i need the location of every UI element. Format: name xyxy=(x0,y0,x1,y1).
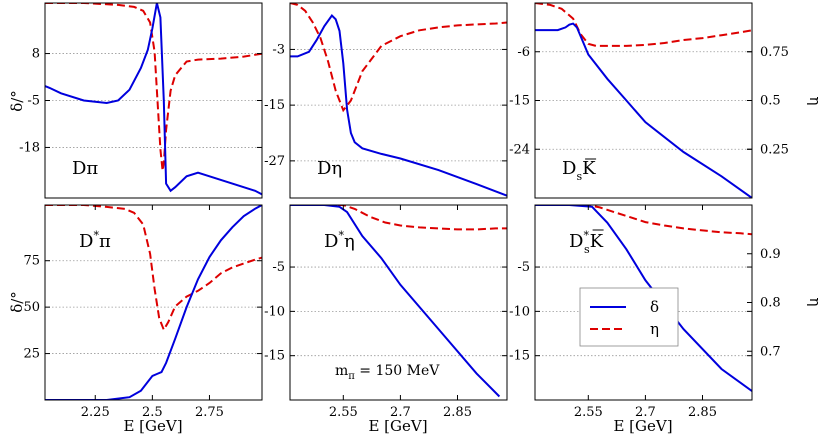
delta-curve xyxy=(535,205,752,392)
y-axis-label-right-top: η xyxy=(806,97,824,106)
eta-curve xyxy=(290,3,507,113)
ytick-left-label: -15 xyxy=(509,94,530,109)
annotation-m: m xyxy=(335,363,348,379)
ytick-left-label: -15 xyxy=(264,349,285,364)
ytick-left-label: -5 xyxy=(27,94,40,109)
ytick-left-label: -10 xyxy=(509,304,530,319)
xtick-label: 2.25 xyxy=(81,405,110,420)
ytick-left-label: -24 xyxy=(509,142,530,157)
panel-label-sub: s xyxy=(584,243,590,256)
delta-curve xyxy=(45,205,262,400)
ytick-left-label: 75 xyxy=(23,254,40,269)
eta-curve xyxy=(290,205,507,231)
mass-annotation: mπ = 150 MeV xyxy=(335,363,440,382)
panel-label-main: D xyxy=(569,231,583,252)
ytick-right-label: 0.5 xyxy=(760,94,781,109)
legend-eta-label: η xyxy=(650,320,659,338)
xtick-label: 2.7 xyxy=(635,405,656,420)
panel-frame xyxy=(289,204,508,401)
panel-label: Dπ xyxy=(72,158,98,179)
legend-box xyxy=(579,287,679,347)
xtick-label: 2.85 xyxy=(688,405,717,420)
delta-curve xyxy=(290,205,501,398)
ytick-left-label: 50 xyxy=(23,300,40,315)
panel-label-tail: π xyxy=(99,231,111,252)
x-axis-label: E [GeV] xyxy=(123,417,182,435)
panel-label-sup: * xyxy=(583,229,589,242)
ytick-left-label: 8 xyxy=(32,47,40,62)
eta-curve xyxy=(45,3,262,171)
x-axis-label: E [GeV] xyxy=(613,417,672,435)
panel-label-sub: s xyxy=(576,170,582,183)
x-axis-label: E [GeV] xyxy=(368,417,427,435)
ytick-right-label: 0.8 xyxy=(760,296,781,311)
ytick-left-label: 25 xyxy=(23,347,40,362)
ytick-right-label: 0.25 xyxy=(760,142,789,157)
xtick-label: 2.55 xyxy=(574,405,603,420)
ytick-right-label: 0.9 xyxy=(760,247,781,262)
y-axis-label-bottom: δ/° xyxy=(8,291,26,313)
ytick-right-label: 0.75 xyxy=(760,45,789,60)
panel-label: D*π xyxy=(79,229,111,252)
annotation-rest: = 150 MeV xyxy=(355,363,440,379)
ytick-right-label: 0.7 xyxy=(760,344,781,359)
panel-label: DsK xyxy=(562,158,596,183)
y-axis-label-top: δ/° xyxy=(8,90,26,112)
eta-curve xyxy=(535,3,752,47)
xtick-label: 2.75 xyxy=(195,405,224,420)
annotation-sub: π xyxy=(348,371,355,382)
ytick-left-label: -10 xyxy=(264,304,285,319)
panel-frame xyxy=(44,204,263,401)
delta-curve xyxy=(535,22,752,198)
panel-label-tail: η xyxy=(344,231,355,252)
panel-label-sup: * xyxy=(338,229,344,242)
ytick-left-label: -15 xyxy=(264,98,285,113)
ytick-left-label: -5 xyxy=(517,260,530,275)
panel-D-pi: 8 -5 -18 Dπ xyxy=(19,2,263,199)
delta-curve xyxy=(45,3,262,196)
panel-label: Dη xyxy=(317,158,342,179)
panel-label: D*η xyxy=(324,229,355,252)
ytick-left-label: -6 xyxy=(517,45,530,60)
panel-label-tail: K xyxy=(582,158,596,179)
ytick-left-label: -27 xyxy=(264,154,285,169)
panel-Dstar-eta: -5 -10 -15 2.55 2.7 2.85 D*η xyxy=(264,204,508,420)
panel-label: D* sK xyxy=(569,229,604,256)
panel-frame xyxy=(289,2,508,199)
ytick-left-label: -15 xyxy=(509,349,530,364)
panel-label-tail: K xyxy=(590,231,604,252)
delta-curve xyxy=(290,13,507,197)
ytick-left-label: -18 xyxy=(19,140,40,155)
y-axis-label-right-bottom: η xyxy=(806,298,824,307)
panel-D-eta: -3 -15 -27 Dη xyxy=(264,2,508,199)
panel-label-main: D xyxy=(79,231,93,252)
panel-Ds-Kbar: -6 -15 -24 0.75 0.5 0.25 DsK xyxy=(509,2,789,199)
xtick-label: 2.5 xyxy=(142,405,163,420)
panel-label-main: D xyxy=(562,158,576,179)
eta-curve xyxy=(535,205,752,236)
panel-Dstar-pi: 75 50 25 2.25 2.5 2.75 D*π xyxy=(23,204,263,420)
legend: δη xyxy=(579,287,679,347)
legend-delta-label: δ xyxy=(650,298,659,316)
eta-curve xyxy=(45,205,262,333)
xtick-label: 2.7 xyxy=(390,405,411,420)
xtick-label: 2.85 xyxy=(443,405,472,420)
xtick-label: 2.55 xyxy=(329,405,358,420)
ytick-left-label: -5 xyxy=(272,260,285,275)
ytick-left-label: -3 xyxy=(272,42,285,57)
panel-label-main: D xyxy=(324,231,338,252)
panel-label-sup: * xyxy=(93,229,99,242)
